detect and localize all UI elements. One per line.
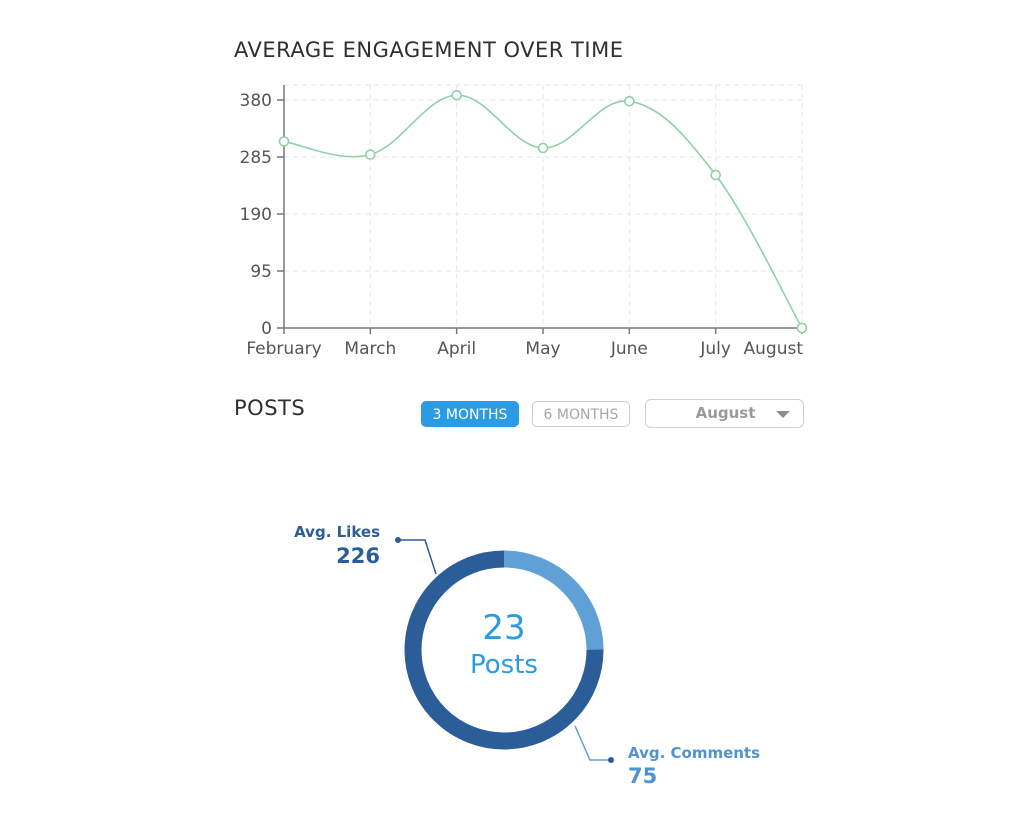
avg-comments-label: Avg. Comments — [628, 744, 761, 762]
data-point-april — [451, 89, 462, 101]
chart-grid — [284, 84, 803, 328]
avg-likes-value: 226 — [336, 544, 380, 568]
x-tick-label-6: August — [744, 339, 804, 359]
six-months-button[interactable]: 6 MONTHS — [532, 401, 630, 427]
data-point-july — [710, 169, 721, 181]
month-select[interactable]: August — [645, 399, 804, 428]
y-tick-label-4: 380 — [240, 91, 272, 111]
chevron-down-icon — [776, 411, 790, 418]
x-tick-label-0: February — [246, 339, 321, 359]
data-point-march — [365, 149, 376, 160]
x-tick-label-4: June — [610, 339, 648, 359]
avg-likes-label: Avg. Likes — [294, 523, 380, 541]
donut-slice-likes — [404, 550, 604, 750]
y-axis-ticks: 0 95 190 285 380 — [240, 91, 284, 339]
posts-count-label: Posts — [470, 650, 538, 680]
y-tick-label-0: 0 — [261, 319, 272, 339]
y-tick-label-1: 95 — [250, 262, 272, 282]
engagement-series-points — [278, 89, 808, 334]
posts-count: 23 — [482, 608, 526, 648]
engagement-chart-title: AVERAGE ENGAGEMENT OVER TIME — [234, 38, 624, 62]
x-tick-label-5: July — [699, 339, 731, 359]
comments-leader-line — [574, 725, 611, 761]
avg-comments-value: 75 — [628, 764, 658, 788]
y-tick-label-2: 190 — [240, 205, 272, 225]
x-tick-label-1: March — [344, 339, 396, 359]
data-point-june — [624, 95, 635, 107]
likes-leader-line — [398, 539, 437, 575]
comments-leader-dot — [608, 757, 614, 763]
data-point-may — [537, 142, 549, 154]
month-select-value: August — [695, 404, 756, 422]
engagement-line-chart: 0 95 190 285 380 February March April May June Ju… — [240, 84, 808, 359]
three-months-button[interactable]: 3 MONTHS — [421, 401, 519, 427]
posts-title: POSTS — [234, 396, 306, 420]
donut-slice-comments — [503, 550, 604, 650]
x-tick-label-3: May — [525, 339, 560, 359]
x-tick-label-2: April — [437, 339, 476, 359]
y-tick-label-3: 285 — [240, 148, 272, 168]
x-axis-ticks: February March April May June July August — [246, 328, 803, 359]
likes-leader-dot — [395, 537, 401, 543]
data-point-august — [796, 322, 808, 334]
data-point-february — [278, 136, 290, 147]
